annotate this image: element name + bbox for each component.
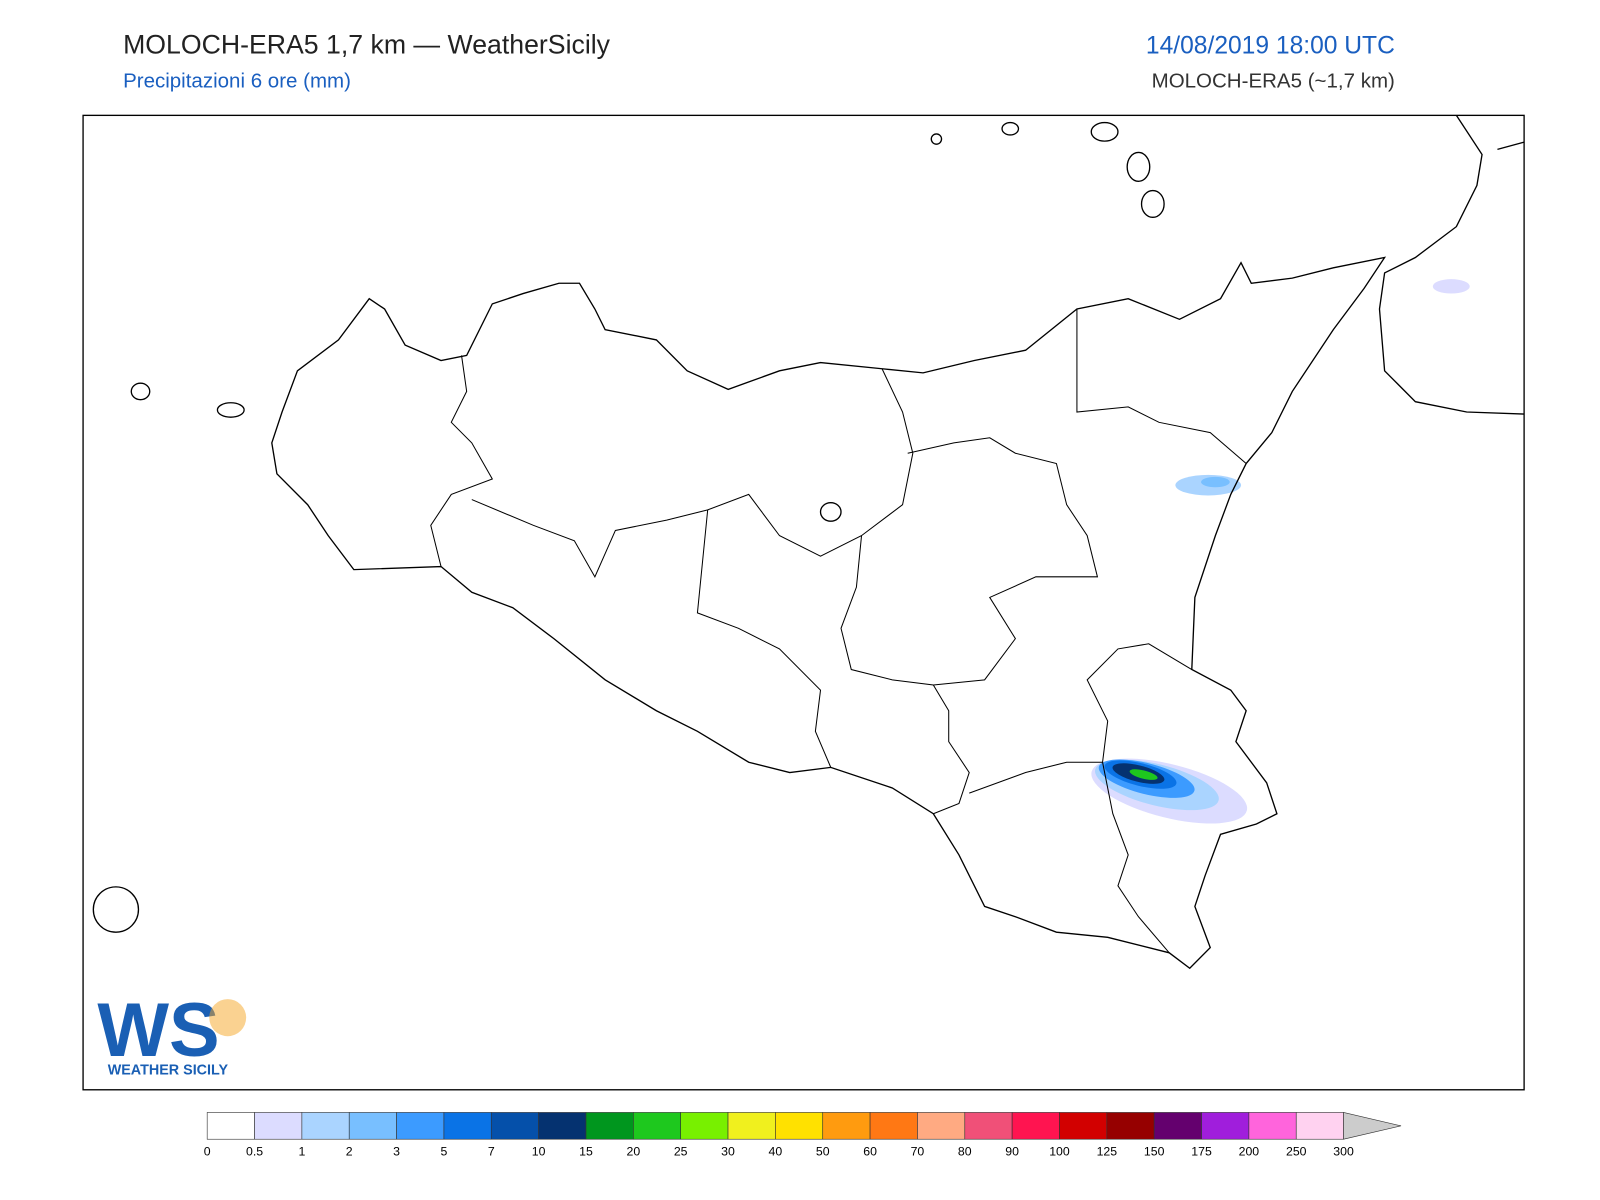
logo-text: WEATHER SICILY	[108, 1062, 229, 1078]
colorbar-tick-label: 250	[1286, 1145, 1307, 1159]
colorbar-box	[585, 1112, 634, 1140]
colorbar-tick-label: 30	[721, 1145, 735, 1159]
colorbar-box	[1153, 1112, 1202, 1140]
colorbar-tick-label: 150	[1144, 1145, 1165, 1159]
colorbar-tick-label: 80	[958, 1145, 972, 1159]
valid-time: 14/08/2019 18:00 UTC	[1146, 33, 1395, 60]
province-borders	[430, 309, 1247, 954]
colorbar-box	[254, 1112, 303, 1140]
coastlines	[92, 114, 1525, 970]
colorbar-tick-label: 7	[488, 1145, 495, 1159]
colorbar-box	[680, 1112, 729, 1140]
colorbar-box	[1059, 1112, 1108, 1140]
island	[130, 382, 151, 401]
island	[1001, 121, 1020, 136]
colorbar-tick-label: 100	[1049, 1145, 1070, 1159]
island	[1126, 151, 1151, 182]
colorbar-tick-label: 40	[769, 1145, 783, 1159]
precipitation	[1091, 279, 1470, 824]
colorbar-box	[822, 1112, 871, 1140]
logo: WS WEATHER SICILY	[97, 988, 247, 1078]
precip-area	[1129, 769, 1158, 780]
logo-sun	[209, 999, 247, 1037]
colorbar-box	[917, 1112, 966, 1140]
colorbar-box	[206, 1112, 255, 1140]
colorbar-tick-label: 2	[346, 1145, 353, 1159]
colorbar-tick-label: 0	[204, 1145, 211, 1159]
colorbar-box	[727, 1112, 776, 1140]
colorbar-box	[1295, 1112, 1344, 1140]
colorbar-box	[301, 1112, 350, 1140]
precip-area	[1432, 279, 1470, 294]
colorbar-tick-label: 125	[1097, 1145, 1118, 1159]
lake	[819, 501, 842, 522]
colorbar-tick-label: 60	[863, 1145, 877, 1159]
colorbar-tick-label: 25	[674, 1145, 688, 1159]
colorbar-tick-label: 3	[393, 1145, 400, 1159]
map-frame	[82, 114, 1525, 1091]
colorbar: 0 0.5 1 2 3 5 7 10 15 20 25 30 40 50 60 70 80 90 100 125 150…	[204, 1112, 1402, 1159]
colorbar-tick-label: 10	[532, 1145, 546, 1159]
colorbar-box	[396, 1112, 445, 1140]
colorbar-tick-label: 300	[1333, 1145, 1354, 1159]
colorbar-box	[1106, 1112, 1155, 1140]
colorbar-tick-label: 0.5	[246, 1145, 263, 1159]
calabria-coast	[1497, 141, 1525, 151]
colorbar-box	[633, 1112, 681, 1140]
colorbar-tick-label: 50	[816, 1145, 830, 1159]
title: MOLOCH-ERA5 1,7 km — WeatherSicily	[123, 30, 611, 60]
island	[1140, 189, 1165, 219]
colorbar-tick-label: 1	[298, 1145, 305, 1159]
colorbar-tick-label: 20	[626, 1145, 640, 1159]
colorbar-tick-label: 175	[1191, 1145, 1212, 1159]
colorbar-extend	[1343, 1112, 1402, 1140]
colorbar-box	[490, 1112, 539, 1140]
colorbar-box	[869, 1112, 918, 1140]
sicily-coast	[271, 256, 1387, 970]
colorbar-box	[775, 1112, 824, 1140]
subtitle: Precipitazioni 6 ore (mm)	[123, 70, 351, 93]
colorbar-box	[1248, 1112, 1297, 1140]
colorbar-tick-label: 15	[579, 1145, 593, 1159]
colorbar-box	[348, 1112, 397, 1140]
colorbar-box	[1011, 1112, 1060, 1140]
colorbar-box	[1201, 1112, 1250, 1140]
colorbar-box	[538, 1112, 587, 1140]
colorbar-box	[443, 1112, 492, 1140]
calabria-coast	[1378, 114, 1525, 415]
island	[92, 886, 140, 933]
logo-letters: WS	[97, 988, 219, 1073]
colorbar-tick-label: 70	[911, 1145, 925, 1159]
colorbar-tick-label: 200	[1239, 1145, 1260, 1159]
colorbar-tick-label: 5	[441, 1145, 448, 1159]
island	[930, 133, 943, 145]
island	[216, 402, 245, 418]
model-label: MOLOCH-ERA5 (~1,7 km)	[1152, 70, 1395, 93]
colorbar-box	[964, 1112, 1013, 1140]
colorbar-tick-label: 90	[1005, 1145, 1019, 1159]
precip-area	[1201, 476, 1230, 488]
island	[1090, 121, 1119, 142]
